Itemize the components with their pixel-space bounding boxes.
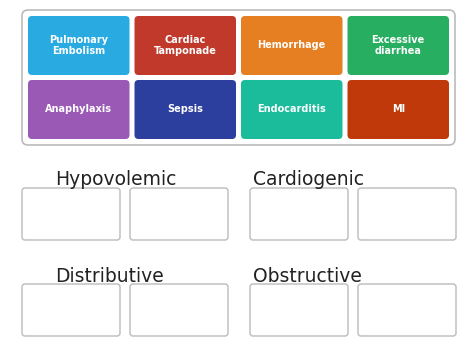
- FancyBboxPatch shape: [241, 16, 343, 75]
- Text: Cardiac
Tamponade: Cardiac Tamponade: [154, 35, 217, 56]
- FancyBboxPatch shape: [347, 80, 449, 139]
- Text: Obstructive: Obstructive: [253, 267, 362, 286]
- Text: Cardiogenic: Cardiogenic: [253, 170, 364, 189]
- FancyBboxPatch shape: [358, 188, 456, 240]
- FancyBboxPatch shape: [130, 284, 228, 336]
- Text: Sepsis: Sepsis: [167, 104, 203, 115]
- FancyBboxPatch shape: [347, 16, 449, 75]
- FancyBboxPatch shape: [22, 284, 120, 336]
- FancyBboxPatch shape: [241, 80, 343, 139]
- FancyBboxPatch shape: [250, 284, 348, 336]
- FancyBboxPatch shape: [135, 80, 236, 139]
- FancyBboxPatch shape: [130, 188, 228, 240]
- FancyBboxPatch shape: [358, 284, 456, 336]
- FancyBboxPatch shape: [22, 188, 120, 240]
- FancyBboxPatch shape: [28, 80, 129, 139]
- FancyBboxPatch shape: [135, 16, 236, 75]
- Text: Distributive: Distributive: [55, 267, 164, 286]
- Text: Anaphylaxis: Anaphylaxis: [45, 104, 112, 115]
- Text: Endocarditis: Endocarditis: [257, 104, 326, 115]
- Text: Pulmonary
Embolism: Pulmonary Embolism: [49, 35, 108, 56]
- FancyBboxPatch shape: [28, 16, 129, 75]
- FancyBboxPatch shape: [250, 188, 348, 240]
- FancyBboxPatch shape: [22, 10, 455, 145]
- Text: Hemorrhage: Hemorrhage: [258, 40, 326, 50]
- Text: Excessive
diarrhea: Excessive diarrhea: [372, 35, 425, 56]
- Text: Hypovolemic: Hypovolemic: [55, 170, 176, 189]
- Text: MI: MI: [392, 104, 405, 115]
